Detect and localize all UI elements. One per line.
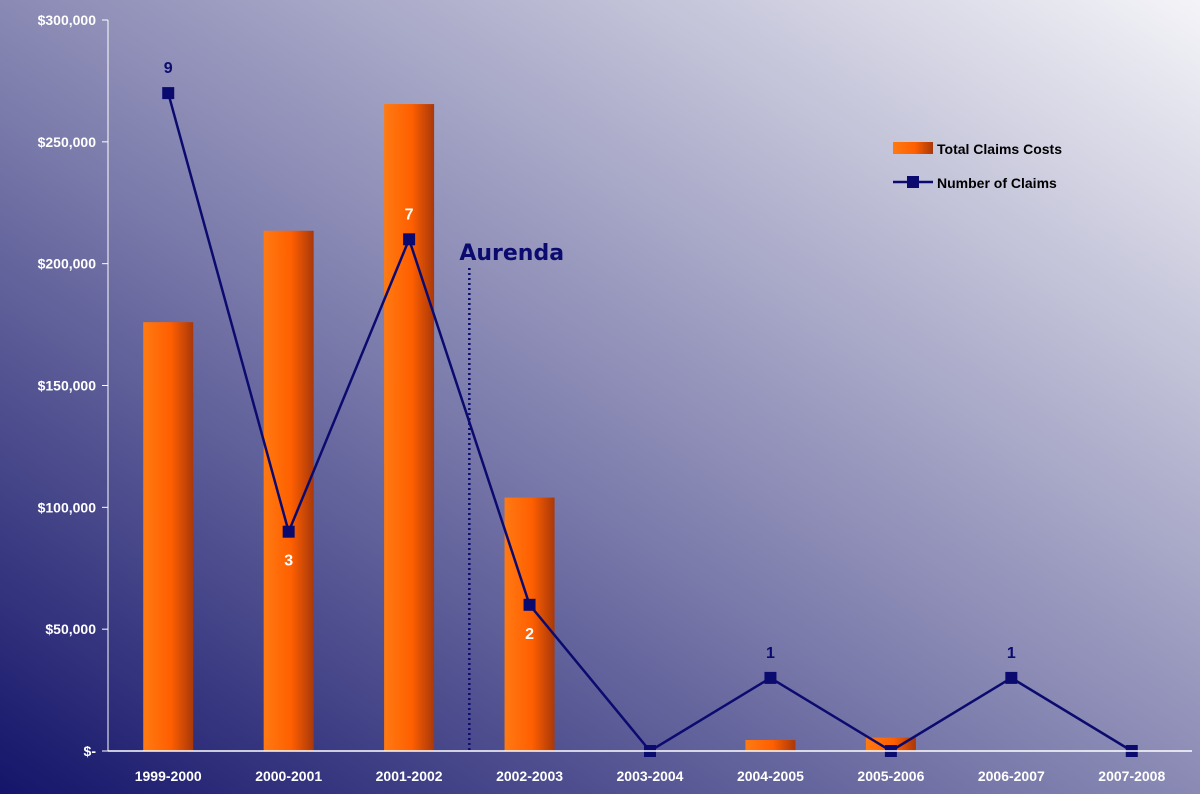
y-tick-label: $50,000 — [45, 621, 96, 637]
point-labels: 9 3 7 2 1 1 — [164, 60, 1016, 662]
bar — [384, 104, 435, 751]
data-label: 1 — [1007, 645, 1016, 662]
x-tick-label: 2002-2003 — [496, 768, 563, 784]
data-label: 1 — [766, 645, 775, 662]
line-marker — [162, 87, 175, 100]
legend-label: Number of Claims — [937, 175, 1057, 191]
x-tick-label: 2006-2007 — [978, 768, 1045, 784]
line-marker — [523, 598, 536, 611]
x-tick-label: 2005-2006 — [857, 768, 924, 784]
y-tick-label: $250,000 — [38, 134, 97, 150]
bar — [143, 322, 194, 751]
data-label: 7 — [405, 206, 414, 223]
x-tick-label: 2001-2002 — [376, 768, 443, 784]
x-tick-label: 2007-2008 — [1098, 768, 1165, 784]
line-marker — [403, 233, 416, 246]
annotation-label: Aurenda — [459, 241, 564, 266]
line-marker — [1005, 671, 1018, 684]
y-tick-label: $200,000 — [38, 256, 97, 272]
data-label: 2 — [525, 626, 534, 643]
x-axis: 1999-2000 2000-2001 2001-2002 2002-2003 2003… — [108, 750, 1192, 784]
legend-label: Total Claims Costs — [937, 141, 1062, 157]
bar — [745, 740, 796, 751]
legend: Total Claims Costs Number of Claims — [893, 141, 1062, 191]
x-tick-label: 2004-2005 — [737, 768, 804, 784]
y-tick-label: $150,000 — [38, 378, 97, 394]
legend-swatch-marker — [907, 176, 919, 188]
data-label: 3 — [284, 553, 293, 570]
x-tick-label: 1999-2000 — [135, 768, 202, 784]
y-tick-label: $300,000 — [38, 12, 97, 28]
x-tick-label: 2000-2001 — [255, 768, 322, 784]
legend-swatch-bar — [893, 142, 933, 154]
y-tick-label: $- — [84, 743, 97, 759]
line-marker — [282, 525, 295, 538]
annotation: Aurenda — [459, 241, 564, 751]
x-tick-label: 2003-2004 — [617, 768, 684, 784]
y-axis: $- $50,000 $100,000 $150,000 $200,000 $250,00… — [38, 12, 109, 759]
bar — [865, 737, 916, 751]
data-label: 9 — [164, 60, 173, 77]
y-tick-label: $100,000 — [38, 499, 97, 515]
bar-series — [143, 104, 916, 751]
line-marker — [764, 671, 777, 684]
